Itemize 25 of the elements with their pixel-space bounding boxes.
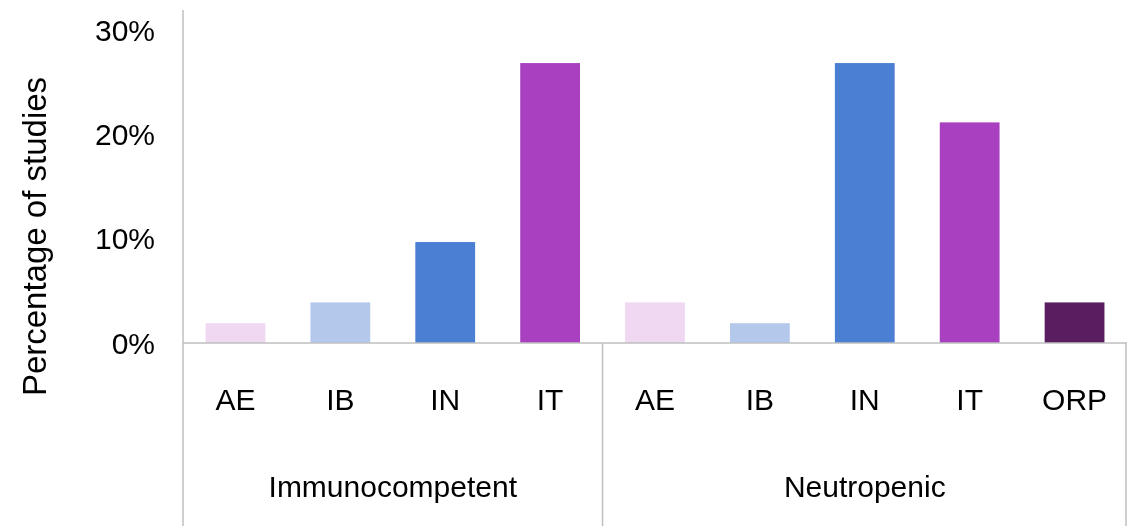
x-tick-label: IB bbox=[326, 383, 355, 416]
x-tick-label: IT bbox=[956, 383, 983, 416]
bar bbox=[205, 323, 266, 343]
x-tick-label: IN bbox=[430, 383, 461, 416]
y-tick-label: 30% bbox=[94, 14, 155, 48]
bar bbox=[415, 242, 476, 343]
text: Neutropenic bbox=[783, 470, 946, 503]
y-axis-title: Percentage of studies bbox=[16, 76, 53, 397]
x-tick-label: ORP bbox=[1042, 383, 1108, 416]
bar bbox=[1044, 302, 1105, 343]
bar bbox=[625, 302, 685, 343]
bar bbox=[834, 63, 895, 343]
x-tick-label: AE bbox=[634, 383, 676, 416]
bar bbox=[939, 122, 1000, 343]
bar bbox=[730, 323, 790, 343]
y-tick-label: 10% bbox=[94, 222, 155, 256]
x-tick-label: IT bbox=[536, 383, 564, 416]
x-tick-label: IB bbox=[745, 383, 775, 416]
y-tick-label: 20% bbox=[94, 118, 155, 152]
bar bbox=[310, 302, 371, 343]
x-tick-label: IN bbox=[849, 383, 880, 416]
y-tick-label: 0% bbox=[111, 326, 155, 360]
bar bbox=[520, 63, 580, 343]
x-tick-label: AE bbox=[215, 383, 256, 416]
text: Immunocompetent bbox=[268, 470, 518, 503]
